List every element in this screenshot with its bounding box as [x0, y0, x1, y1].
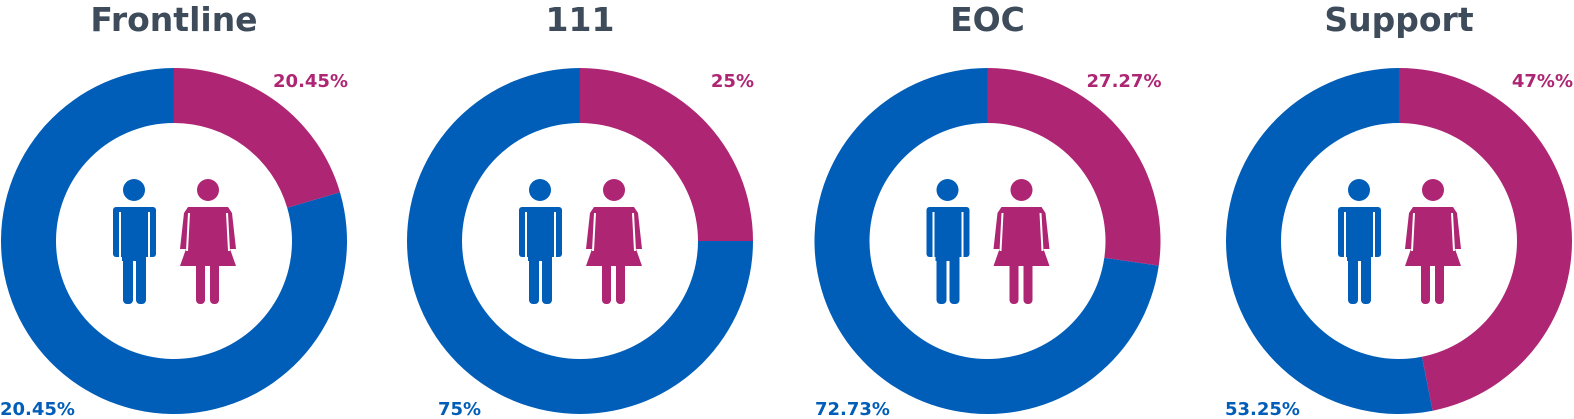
- donut-chart-frontline: Frontline 20.45% 20.45%: [0, 0, 348, 419]
- label-female: 20.45%: [273, 71, 348, 92]
- slice-male: [814, 68, 1159, 414]
- label-female: 47%%: [1512, 71, 1573, 92]
- donut-chart-eoc: EOC 27.27% 72.73%: [814, 0, 1162, 419]
- male-figure-icon: [519, 179, 562, 304]
- donut-chart-support: Support 47%% 53.25%: [1225, 0, 1573, 419]
- male-figure-icon: [1338, 179, 1381, 304]
- chart-title: Support: [1324, 0, 1473, 39]
- chart-title: EOC: [950, 0, 1025, 39]
- female-figure-icon: [993, 179, 1050, 304]
- male-figure-icon: [113, 179, 156, 304]
- chart-title: 111: [546, 0, 615, 39]
- female-figure-icon: [180, 179, 236, 304]
- label-female: 27.27%: [1087, 71, 1162, 92]
- slice-female: [987, 68, 1161, 266]
- label-male: 75%: [438, 399, 481, 419]
- slice-female: [1399, 68, 1572, 411]
- female-figure-icon: [1405, 179, 1461, 304]
- male-figure-icon: [926, 179, 970, 304]
- donut-chart-111: 111 25% 75%: [406, 0, 754, 419]
- female-figure-icon: [586, 179, 642, 304]
- slice-female: [580, 68, 753, 241]
- slice-female: [174, 68, 340, 208]
- label-female: 25%: [711, 71, 754, 92]
- label-male: 72.73%: [815, 399, 890, 419]
- slice-male: [406, 68, 753, 414]
- label-male: 53.25%: [1225, 399, 1300, 419]
- label-male: 20.45%: [0, 399, 75, 419]
- slice-male: [1226, 68, 1433, 414]
- chart-title: Frontline: [90, 0, 257, 39]
- slice-male: [0, 68, 347, 414]
